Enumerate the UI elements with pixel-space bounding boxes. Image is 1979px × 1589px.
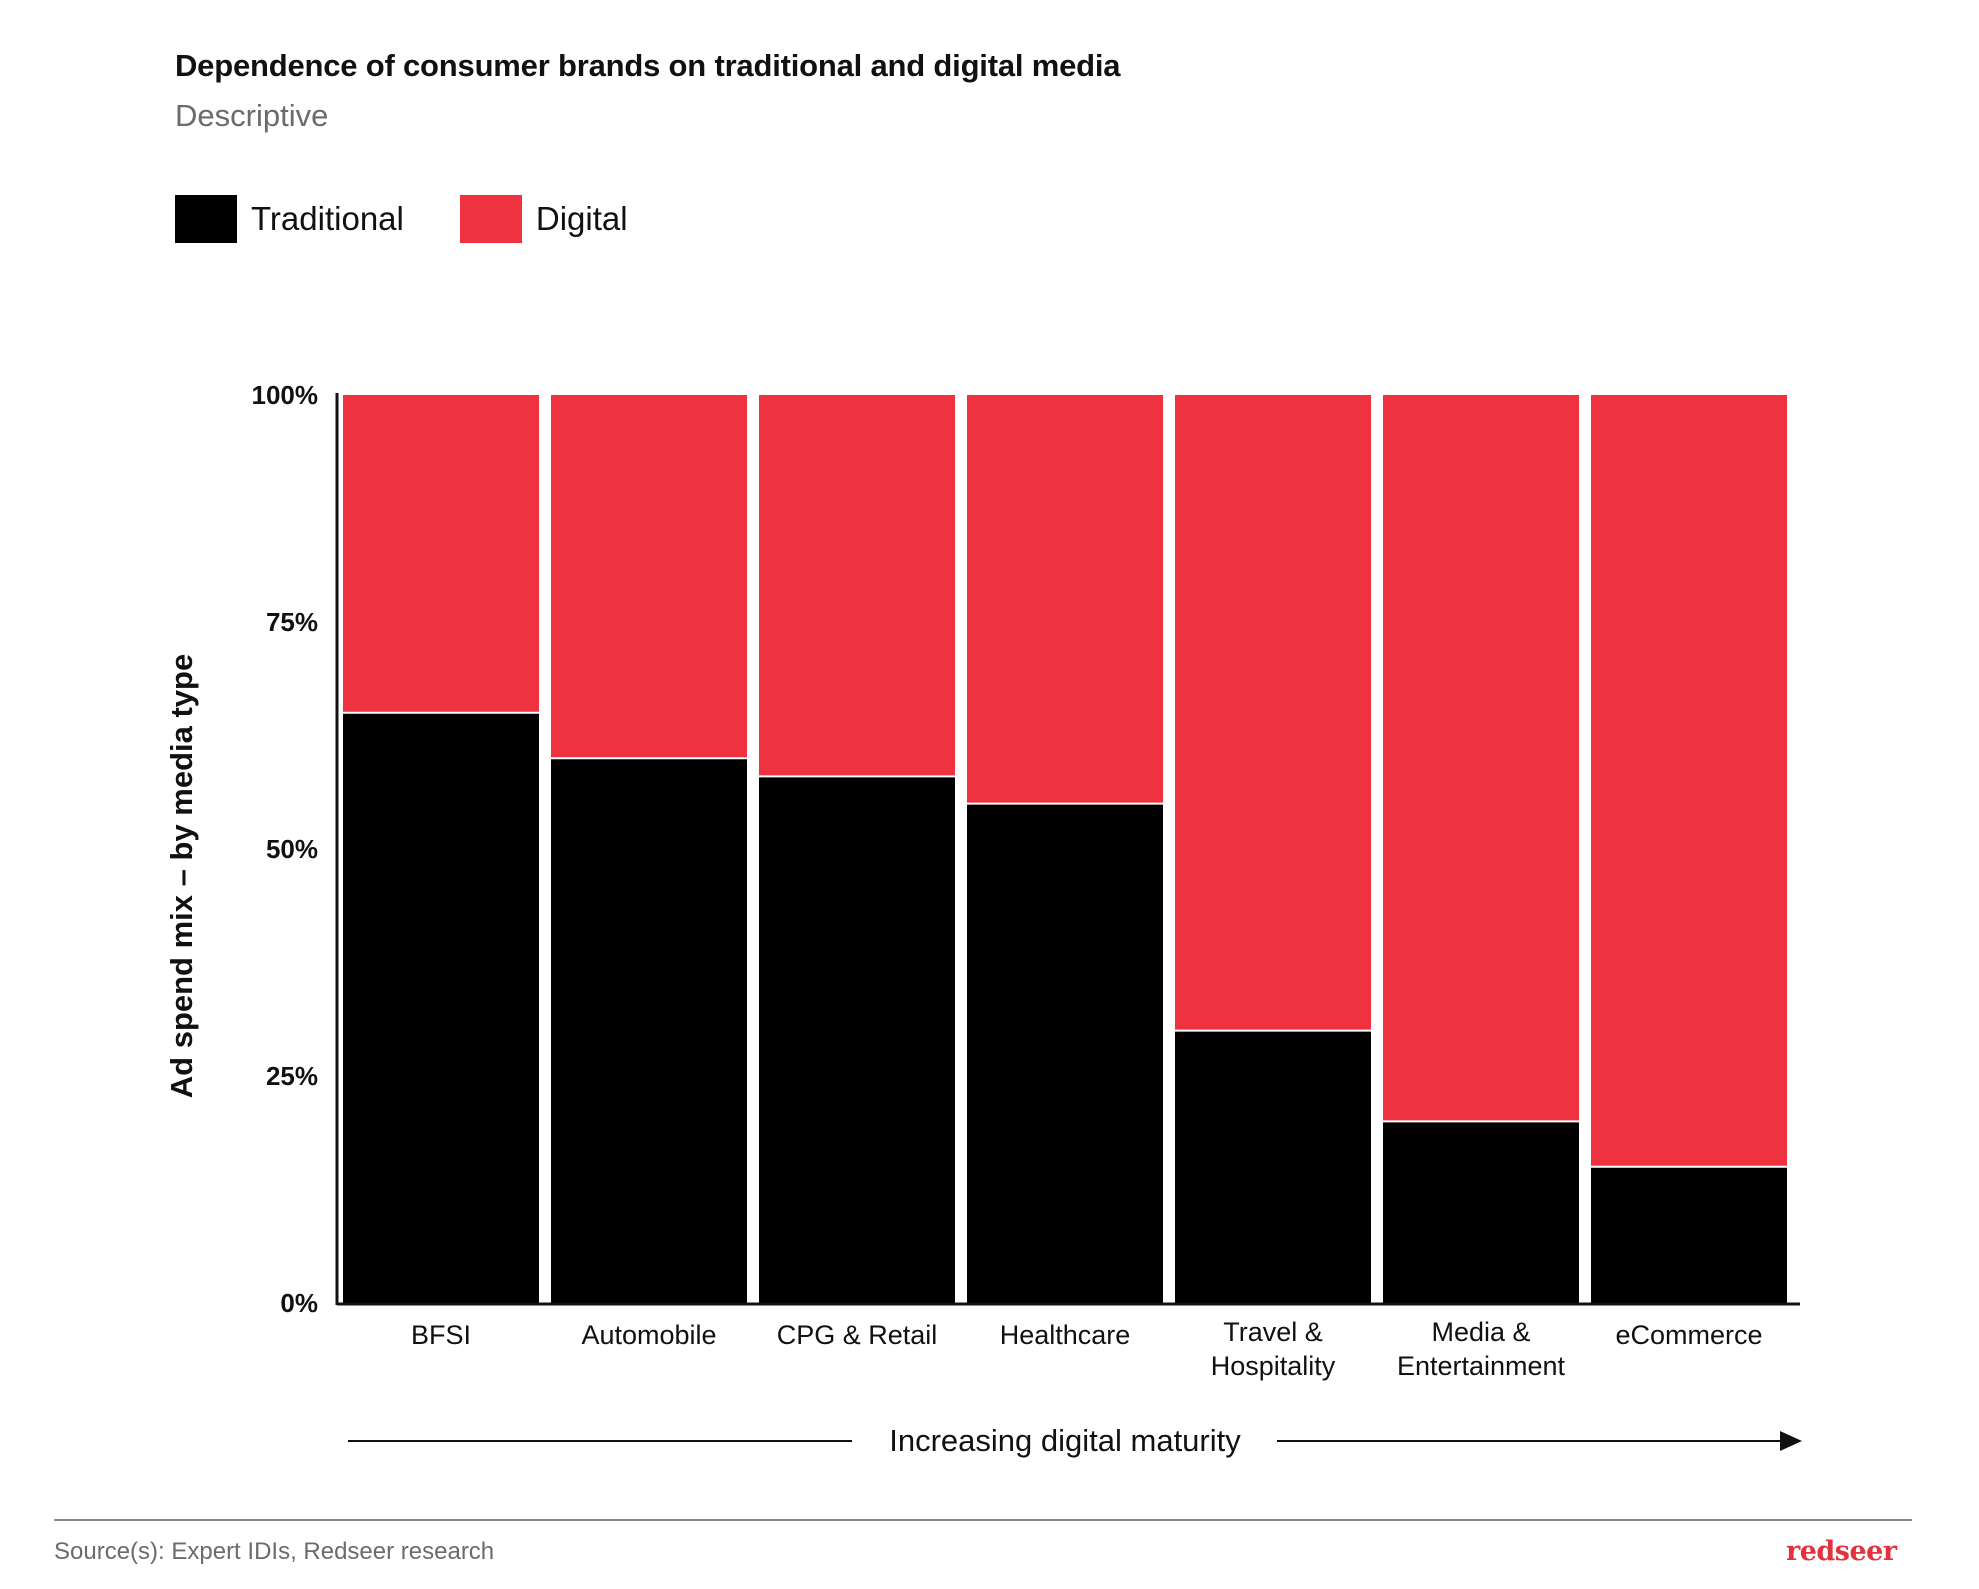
y-tick-label-4: 100%: [252, 380, 319, 410]
x-tick-label-5: Media & Entertainment: [1397, 1317, 1566, 1381]
x-tick-label-1: Automobile: [581, 1320, 716, 1350]
x-tick-label-3: Healthcare: [1000, 1320, 1131, 1350]
y-tick-label-2: 50%: [266, 834, 318, 864]
legend-item-digital: Digital: [459, 195, 628, 243]
bar-digital-3: [967, 395, 1163, 804]
legend-swatch-traditional: [175, 195, 237, 243]
footer-divider: [54, 1519, 1912, 1521]
legend-label-digital: Digital: [535, 200, 628, 237]
legend-item-traditional: Traditional: [175, 195, 404, 243]
bar-digital-1: [551, 395, 747, 759]
chart-title: Dependence of consumer brands on traditi…: [175, 48, 1121, 83]
maturity-arrow-head: [1780, 1431, 1802, 1451]
brand-logo: redseer: [1786, 1536, 1897, 1567]
bar-digital-5: [1383, 395, 1579, 1122]
bar-traditional-3: [967, 803, 1163, 1303]
chart-subtitle: Descriptive: [175, 98, 329, 133]
bar-traditional-6: [1591, 1166, 1787, 1303]
bar-traditional-2: [759, 776, 955, 1303]
bar-digital-0: [343, 395, 539, 713]
y-tick-label-1: 25%: [266, 1061, 318, 1091]
x-tick-label-0: BFSI: [411, 1320, 471, 1350]
bar-digital-2: [759, 395, 955, 777]
stacked-bar-chart: BFSI Automobile CPG & Retail Healthcare Trav…: [164, 380, 1802, 1458]
legend-swatch-digital: [459, 195, 522, 243]
y-axis-title: Ad spend mix – by media type: [164, 654, 199, 1098]
x-tick-label-2: CPG & Retail: [777, 1320, 938, 1350]
x-tick-label-6: eCommerce: [1615, 1320, 1762, 1350]
y-tick-label-0: 0%: [280, 1288, 318, 1318]
legend-label-traditional: Traditional: [251, 200, 404, 237]
source-note: Source(s): Expert IDIs, Redseer research: [54, 1538, 495, 1565]
bar-traditional-1: [551, 758, 747, 1303]
x-axis-title: Increasing digital maturity: [889, 1423, 1241, 1458]
legend: Traditional Digital: [175, 195, 684, 243]
bar-traditional-0: [343, 712, 539, 1303]
bar-digital-6: [1591, 395, 1787, 1167]
y-tick-label-3: 75%: [266, 607, 318, 637]
bar-traditional-5: [1383, 1121, 1579, 1303]
x-tick-label-4: Travel & Hospitality: [1211, 1317, 1336, 1381]
bar-traditional-4: [1175, 1030, 1371, 1303]
bar-digital-4: [1175, 395, 1371, 1031]
